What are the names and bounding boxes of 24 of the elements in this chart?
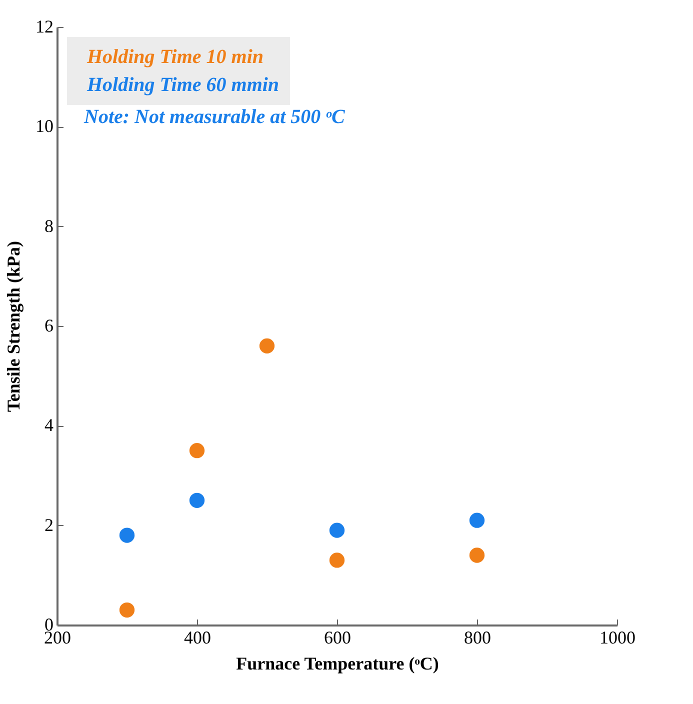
x-tick-label: 800 [464, 628, 491, 648]
point [119, 602, 135, 618]
text: Holding Time 10 min [86, 46, 264, 68]
y-tick-label: 6 [44, 316, 54, 336]
point [469, 548, 485, 563]
x-tick-label: 600 [324, 628, 351, 648]
y-tick-label: 12 [36, 16, 54, 36]
y-tick-label: 8 [44, 216, 54, 236]
point [329, 552, 345, 568]
y-tick-label: 2 [44, 514, 54, 535]
x-tick-label: 400 [184, 628, 211, 648]
y-tick-label: 10 [36, 116, 54, 136]
point [119, 528, 135, 543]
x-axis-title: Furnace Temperature (ᵒC) [236, 654, 439, 674]
y-axis-title: Tensile Strength (kPa) [4, 240, 24, 412]
point [329, 522, 345, 538]
point [469, 512, 485, 528]
x-tick-label: 1000 [600, 628, 636, 648]
point [259, 338, 275, 354]
y-tick-label: 4 [44, 415, 54, 436]
annotation: Note: Not measurable at 500 ᵒC [83, 106, 346, 128]
point [189, 492, 205, 508]
point [189, 443, 205, 458]
text: Holding Time 60 mmin [86, 74, 280, 96]
